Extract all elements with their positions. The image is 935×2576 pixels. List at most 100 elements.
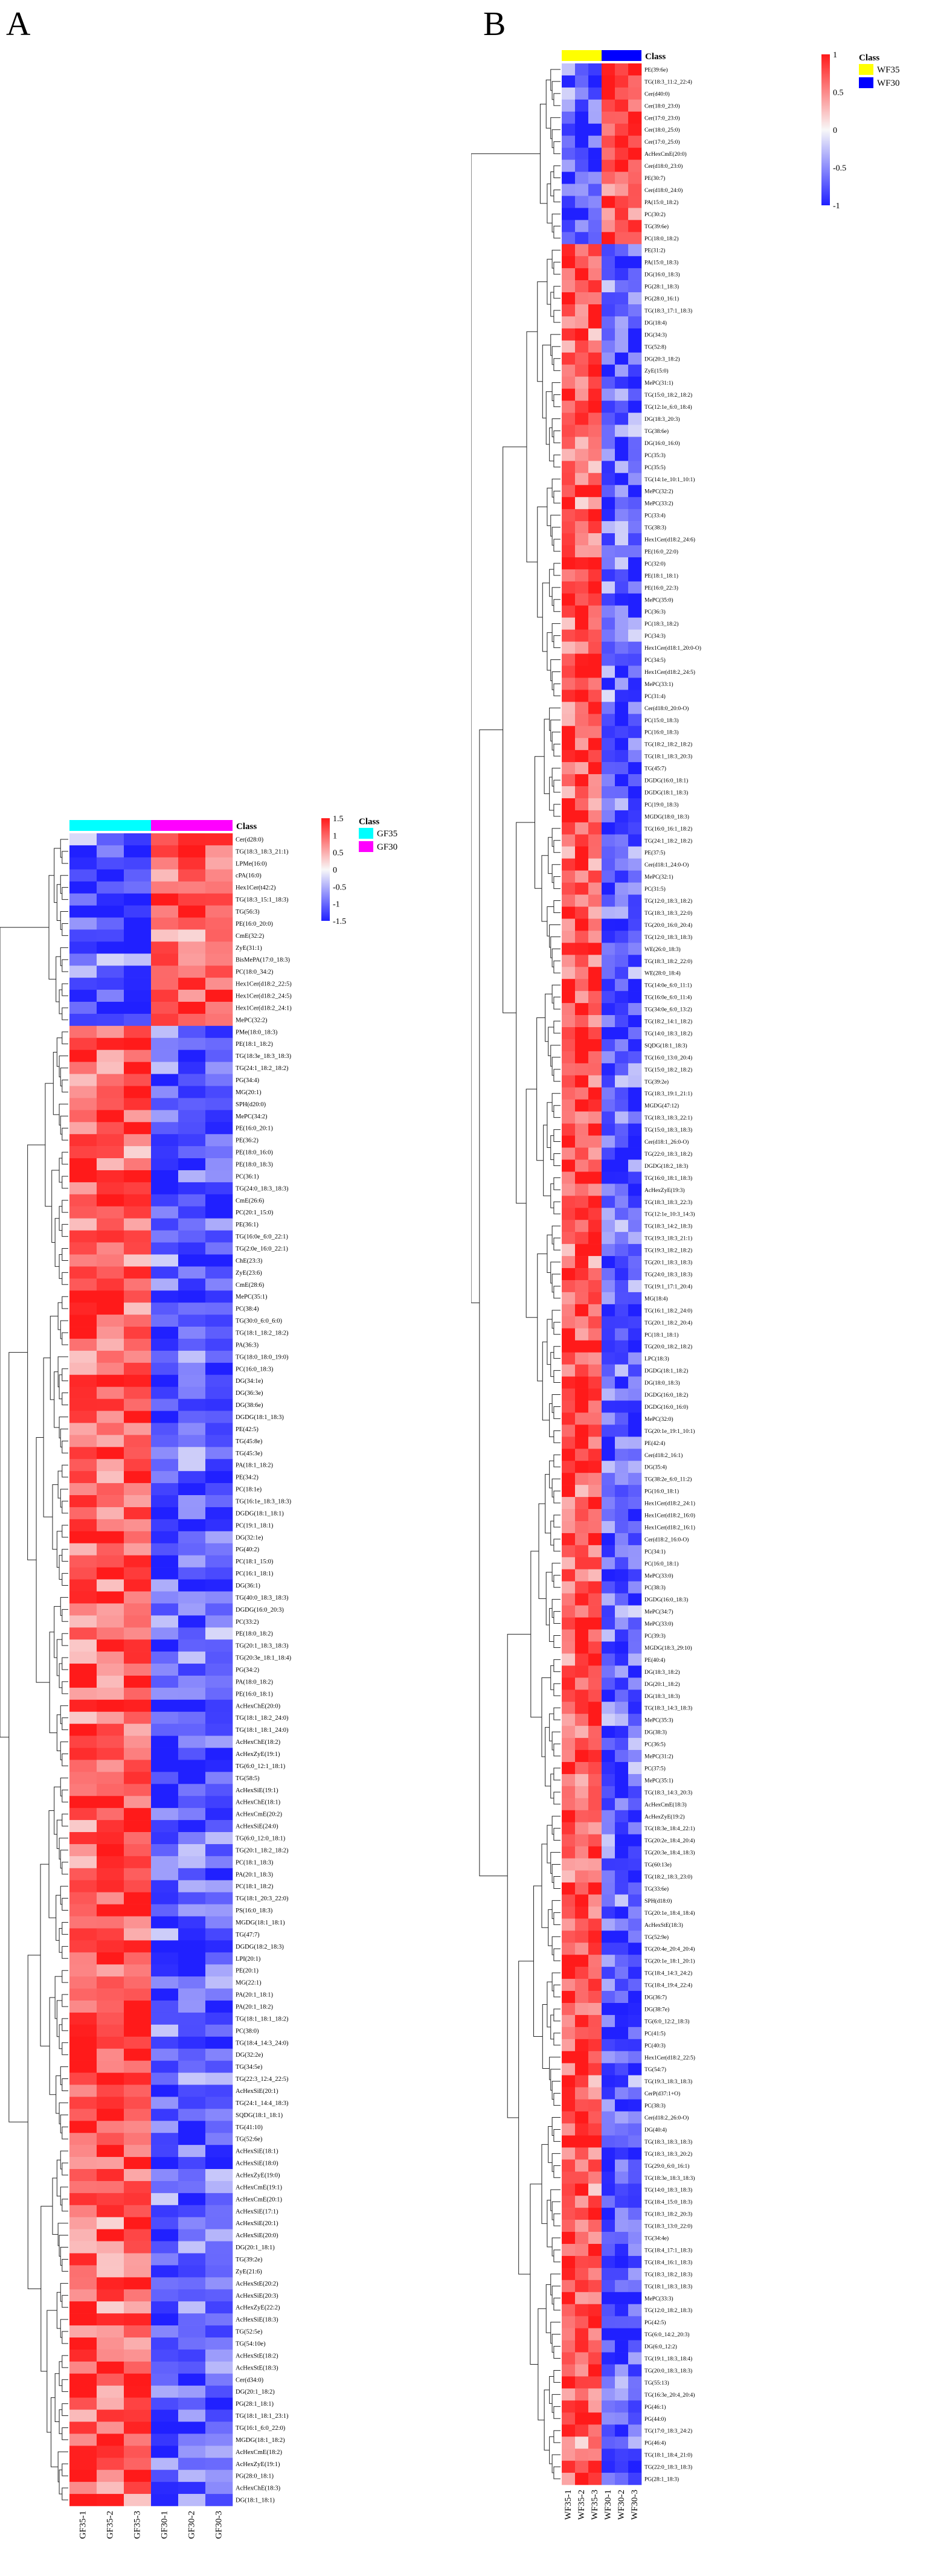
dendrogram-branch <box>548 2126 553 2163</box>
heatmap-cell <box>575 256 589 269</box>
heatmap-cell <box>124 1507 152 1520</box>
heatmap-cell <box>124 2277 152 2290</box>
heatmap-cell <box>562 1810 576 1823</box>
heatmap-cell <box>602 184 615 196</box>
heatmap-cell <box>69 2470 97 2482</box>
heatmap-cell <box>69 1567 97 1580</box>
row-label: MePC(34:7) <box>644 1609 673 1615</box>
heatmap-cell <box>588 1051 602 1064</box>
heatmap-cell <box>615 1617 629 1630</box>
heatmap-cell <box>575 641 589 654</box>
row-label: TG(38:2e_6:0_11:2) <box>644 1476 692 1483</box>
heatmap-cell <box>151 1386 179 1399</box>
heatmap-cell <box>602 147 615 160</box>
color-scale-tick: 0.5 <box>833 89 844 98</box>
heatmap-cell <box>69 2349 97 2362</box>
row-label: PG(34:4) <box>236 1077 260 1084</box>
heatmap-cell <box>562 2449 576 2461</box>
heatmap-cell <box>205 1110 233 1123</box>
heatmap-cell <box>588 569 602 582</box>
heatmap-cell <box>615 2449 629 2461</box>
heatmap-cell <box>588 1677 602 1690</box>
heatmap-cell <box>602 1473 615 1485</box>
row-label: TG(38:3) <box>644 525 666 531</box>
heatmap-cell <box>124 2193 152 2206</box>
heatmap-cell <box>628 2099 642 2112</box>
row-label: DGDG(18:1_18:2) <box>644 1368 688 1374</box>
heatmap-cell <box>588 2280 602 2293</box>
heatmap-cell <box>628 244 642 257</box>
dendrogram-branch <box>54 1976 62 2019</box>
color-scale-tick: 1 <box>333 831 337 841</box>
heatmap-cell <box>588 400 602 413</box>
heatmap-cell <box>588 1810 602 1823</box>
heatmap-cell <box>178 2337 206 2350</box>
heatmap-cell <box>588 678 602 690</box>
row-label: DGDG(16:0_18:3) <box>644 1597 688 1603</box>
heatmap-cell <box>602 1412 615 1425</box>
heatmap-cell <box>575 545 589 558</box>
heatmap-cell <box>615 1485 629 1498</box>
heatmap-cell <box>588 1147 602 1160</box>
heatmap-cell <box>124 1772 152 1784</box>
heatmap-cell <box>562 858 576 871</box>
dendrogram-branch <box>57 1356 68 1388</box>
heatmap-cell <box>178 1423 206 1435</box>
heatmap-cell <box>69 2121 97 2133</box>
dendrogram-branch <box>553 1575 561 1588</box>
heatmap-cell <box>205 1627 233 1640</box>
heatmap-cell <box>124 2241 152 2254</box>
dendrogram-branch <box>553 1792 561 1805</box>
heatmap-cell <box>562 232 576 245</box>
heatmap-cell <box>97 1711 124 1724</box>
heatmap-cell <box>69 1098 97 1110</box>
row-label: SPH(d20:0) <box>236 1101 266 1108</box>
heatmap-cell <box>615 1316 629 1329</box>
heatmap-cell <box>205 1049 233 1062</box>
heatmap-cell <box>124 2036 152 2049</box>
row-label: DGDG(18:2_18:3) <box>236 1944 284 1950</box>
heatmap-cell <box>69 1001 97 1014</box>
dendrogram-branch <box>62 2427 68 2440</box>
heatmap-cell <box>124 1988 152 2001</box>
heatmap-cell <box>151 2133 179 2145</box>
heatmap-cell <box>615 2255 629 2269</box>
dendrogram-branch <box>62 1633 68 1646</box>
heatmap-cell <box>562 1340 576 1353</box>
heatmap-cell <box>205 1206 233 1219</box>
heatmap-cell <box>205 2421 233 2434</box>
heatmap-cell <box>602 2027 615 2040</box>
heatmap-cell <box>602 304 615 317</box>
class-legend-swatch <box>859 64 873 75</box>
heatmap-cell <box>602 485 615 498</box>
heatmap-cell <box>178 1603 206 1616</box>
heatmap-cell <box>602 1798 615 1811</box>
dendrogram-branch <box>56 1037 62 1067</box>
heatmap-cell <box>151 966 179 978</box>
heatmap-cell <box>97 1531 124 1544</box>
dendrogram-branch <box>550 1520 554 1546</box>
heatmap-cell <box>575 653 589 666</box>
heatmap-cell <box>97 1868 124 1881</box>
heatmap-cell <box>124 1652 152 1664</box>
heatmap-cell <box>124 1327 152 1339</box>
heatmap-cell <box>151 1158 179 1171</box>
heatmap-cell <box>602 1750 615 1763</box>
heatmap-cell <box>588 1220 602 1232</box>
heatmap-cell <box>124 953 152 966</box>
row-label: PE(18:1_18:1) <box>644 572 678 579</box>
heatmap-cell <box>602 774 615 787</box>
heatmap-cell <box>602 2087 615 2100</box>
heatmap-cell <box>124 1543 152 1556</box>
row-label: AcHexSiE(18:1) <box>236 2148 278 2155</box>
heatmap-cell <box>178 2060 206 2073</box>
heatmap-cell <box>97 905 124 918</box>
heatmap-cell <box>602 2075 615 2087</box>
dendrogram-branch <box>553 743 561 757</box>
heatmap-cell <box>615 256 629 269</box>
heatmap-cell <box>178 845 206 858</box>
heatmap-cell <box>628 738 642 751</box>
heatmap-cell <box>615 2171 629 2184</box>
heatmap-cell <box>69 2109 97 2121</box>
heatmap-cell <box>178 2001 206 2013</box>
